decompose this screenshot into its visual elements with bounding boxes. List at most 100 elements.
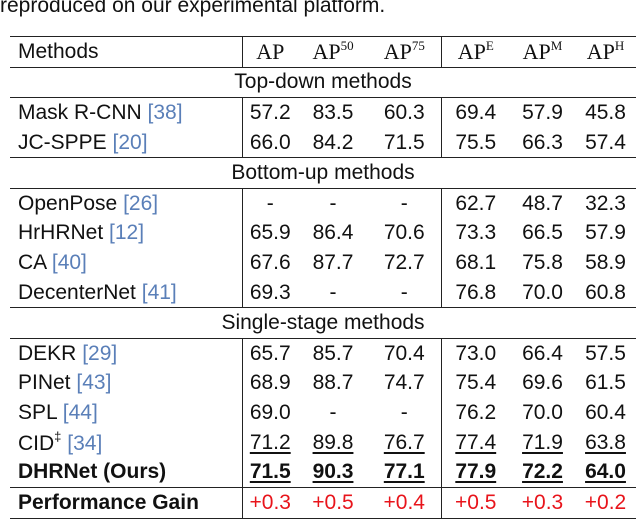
method-name: HrHRNet: [18, 221, 104, 245]
method-cell: PINet [43]: [10, 369, 242, 399]
value: 71.5: [383, 130, 425, 154]
value: 69.0: [249, 400, 291, 424]
value-cell: 70.0: [510, 398, 575, 428]
value-cell: 65.9: [241, 218, 298, 249]
value-cell: 65.7: [241, 338, 298, 369]
value-cell: 57.9: [575, 219, 636, 249]
value: 76.8: [455, 280, 497, 304]
value: -: [400, 191, 408, 215]
value: 68.9: [249, 371, 291, 395]
value-cell: 87.7: [298, 248, 368, 278]
method-name: JC-SPPE: [18, 130, 107, 154]
value-cell: 70.6: [368, 219, 441, 249]
value: 72.7: [383, 250, 425, 274]
method-name: OpenPose: [18, 191, 118, 215]
value: -: [329, 191, 337, 215]
method-name: DEKR: [18, 341, 77, 365]
value: 69.3: [249, 280, 291, 304]
data-row: DEKR [29] 65.7 85.7 70.4 73.0 66.4 57.5: [10, 338, 636, 369]
value: 67.6: [249, 250, 291, 274]
method-name: DecenterNet: [18, 280, 136, 304]
method-cell: SPL [44]: [10, 398, 242, 428]
value-cell: 75.5: [440, 127, 510, 158]
header-sup: H: [614, 38, 625, 54]
value: +0.4: [383, 490, 425, 514]
value-cell: 60.8: [575, 278, 636, 308]
method-cell: Performance Gain: [10, 487, 242, 518]
value-cell: 75.4: [440, 368, 510, 399]
value-cell: 62.7: [440, 188, 510, 219]
value: 72.2: [522, 460, 563, 484]
value-cell: 57.9: [510, 98, 575, 128]
value: +0.3: [521, 490, 564, 514]
method-name: Performance Gain: [18, 490, 199, 514]
method-cell: JC-SPPE [20]: [10, 128, 242, 158]
value-cell: 75.8: [510, 248, 575, 278]
value: 77.9: [455, 460, 497, 484]
value-cell: 72.2: [510, 457, 575, 487]
value: 66.0: [249, 130, 291, 154]
section-title: Bottom-up methods: [10, 157, 636, 189]
value: +0.5: [455, 490, 497, 514]
value-cell: 76.7: [368, 428, 441, 458]
value-cell: 63.8: [575, 428, 636, 458]
citation: [43]: [76, 371, 112, 395]
value: 76.7: [383, 430, 425, 454]
value: +0.5: [312, 490, 354, 514]
value: 68.1: [455, 250, 497, 274]
section-title: Single-stage methods: [10, 307, 636, 339]
value-cell: 60.4: [575, 398, 636, 428]
value-cell: 32.3: [575, 188, 636, 218]
value-cell: 71.9: [510, 428, 575, 458]
column-header: AP50: [298, 37, 368, 68]
value-cell: 71.5: [368, 128, 441, 158]
value: -: [400, 280, 408, 304]
value-cell: 77.9: [440, 457, 510, 488]
value-cell: -: [368, 188, 441, 218]
citation: [26]: [123, 191, 159, 215]
value-cell: +0.5: [298, 487, 368, 518]
value-cell: 83.5: [298, 98, 368, 128]
header-row: Methods AP AP50 AP75 APE APM APH: [10, 36, 636, 68]
method-name: SPL: [18, 400, 57, 424]
value-cell: 88.7: [298, 369, 368, 399]
value: 85.7: [312, 341, 354, 365]
method-name: DHRNet (Ours): [18, 460, 167, 484]
value: 73.0: [455, 341, 497, 365]
value-cell: 64.0: [575, 457, 636, 487]
value-cell: 69.3: [241, 277, 298, 308]
header-base: AP: [312, 39, 341, 65]
method-name: CA: [18, 250, 47, 274]
value: 57.2: [249, 100, 291, 124]
caption: reproduced on our experimental platform.: [0, 0, 386, 17]
value: 60.8: [585, 280, 626, 304]
value-cell: 66.3: [510, 128, 575, 158]
value-cell: 66.0: [241, 127, 298, 158]
value: 71.5: [249, 460, 291, 484]
value: +0.3: [249, 490, 291, 514]
value: 57.4: [585, 130, 626, 154]
header-base: AP: [586, 39, 615, 65]
value: 89.8: [312, 430, 354, 454]
value-cell: 77.1: [368, 457, 441, 487]
value: 57.9: [585, 221, 626, 245]
header-base: AP: [383, 39, 412, 65]
method-cell: HrHRNet [12]: [10, 219, 242, 249]
method-cell: DHRNet (Ours): [10, 457, 242, 487]
value: +0.2: [584, 490, 627, 514]
value-cell: 85.7: [298, 338, 368, 368]
value: 64.0: [585, 460, 626, 484]
column-header: APE: [440, 36, 510, 68]
section-row: Single-stage methods: [10, 307, 636, 339]
value: -: [266, 191, 274, 215]
header-sup: M: [550, 38, 563, 54]
value: 32.3: [585, 191, 626, 215]
method-cell: CA [40]: [10, 248, 242, 278]
value-cell: 69.0: [241, 398, 298, 428]
value-cell: 57.2: [241, 97, 298, 128]
section-row: Bottom-up methods: [10, 157, 636, 189]
value-cell: -: [298, 278, 368, 308]
column-header: AP75: [368, 37, 441, 68]
value: 65.9: [249, 221, 291, 245]
